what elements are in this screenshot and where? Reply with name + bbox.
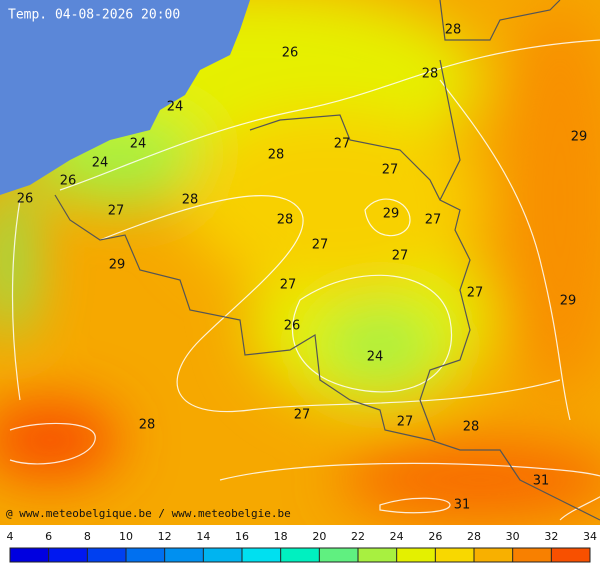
temp-label: 27 xyxy=(425,213,442,228)
colorbar-tick-label: 28 xyxy=(467,530,481,543)
temp-label: 28 xyxy=(463,420,480,435)
temp-label: 27 xyxy=(382,163,399,178)
colorbar-segment xyxy=(435,548,474,562)
colorbar-segment xyxy=(10,548,49,562)
colorbar-tick-label: 30 xyxy=(506,530,520,543)
colorbar-tick-label: 14 xyxy=(196,530,210,543)
temp-label: 28 xyxy=(268,148,285,163)
temperature-labels: 26 28 28 24 24 24 26 26 28 27 27 29 27 2… xyxy=(17,23,588,513)
colorbar-tick-label: 4 xyxy=(7,530,14,543)
colorbar-segment xyxy=(358,548,397,562)
colorbar-tick-label: 20 xyxy=(312,530,326,543)
colorbar-segment xyxy=(242,548,281,562)
temp-label: 29 xyxy=(383,207,400,222)
temp-label: 26 xyxy=(60,174,77,189)
temp-label: 31 xyxy=(533,474,550,489)
temp-label: 27 xyxy=(312,238,329,253)
colorbar-tick-label: 24 xyxy=(390,530,404,543)
colorbar-segment xyxy=(203,548,242,562)
colorbar-segment xyxy=(87,548,126,562)
temp-label: 26 xyxy=(282,46,299,61)
temp-label: 24 xyxy=(130,137,147,152)
colorbar-segment xyxy=(126,548,165,562)
temp-label: 27 xyxy=(467,286,484,301)
colorbar-tick-label: 12 xyxy=(158,530,172,543)
temp-label: 29 xyxy=(560,294,577,309)
temp-label: 28 xyxy=(445,23,462,38)
temp-label: 27 xyxy=(280,278,297,293)
temp-label: 26 xyxy=(284,319,301,334)
colorbar-segment xyxy=(396,548,436,562)
temp-label: 28 xyxy=(139,418,156,433)
temp-label: 27 xyxy=(392,249,409,264)
temp-label: 27 xyxy=(397,415,414,430)
colorbar-tick-label: 26 xyxy=(428,530,442,543)
temp-label: 28 xyxy=(277,213,294,228)
map: Temp. 04-08-2026 20:00 @ www.meteobelgiq… xyxy=(0,0,600,525)
colorbar: 4 6 8 10 12 14 16 18 20 22 24 26 28 30 32 34 xyxy=(7,530,597,563)
map-title: Temp. 04-08-2026 20:00 xyxy=(8,8,180,23)
colorbar-segment xyxy=(164,548,204,562)
temp-label: 26 xyxy=(17,192,34,207)
temp-label: 24 xyxy=(167,100,184,115)
isotherms xyxy=(9,39,600,521)
colorbar-segment xyxy=(319,548,358,562)
temp-label: 24 xyxy=(367,350,384,365)
temp-label: 29 xyxy=(109,258,126,273)
colorbar-tick-label: 22 xyxy=(351,530,365,543)
colorbar-segment xyxy=(551,548,590,562)
sea xyxy=(0,0,250,195)
colorbar-segment xyxy=(474,548,513,562)
temp-label: 27 xyxy=(108,204,125,219)
temp-label: 29 xyxy=(571,130,588,145)
colorbar-segment xyxy=(280,548,320,562)
temp-label: 27 xyxy=(334,137,351,152)
borders xyxy=(54,0,600,521)
colorbar-tick-label: 8 xyxy=(84,530,91,543)
credit: @ www.meteobelgique.be / www.meteobelgie… xyxy=(6,507,291,520)
temp-label: 31 xyxy=(454,498,471,513)
temp-label: 27 xyxy=(294,408,311,423)
temp-label: 24 xyxy=(92,156,109,171)
colorbar-tick-label: 10 xyxy=(119,530,133,543)
colorbar-segment xyxy=(512,548,552,562)
temp-label: 28 xyxy=(422,67,439,82)
colorbar-tick-label: 34 xyxy=(583,530,597,543)
colorbar-tick-label: 6 xyxy=(45,530,52,543)
colorbar-segment xyxy=(48,548,88,562)
temp-label: 28 xyxy=(182,193,199,208)
colorbar-tick-label: 16 xyxy=(235,530,249,543)
colorbar-tick-label: 18 xyxy=(274,530,288,543)
colorbar-tick-label: 32 xyxy=(544,530,558,543)
